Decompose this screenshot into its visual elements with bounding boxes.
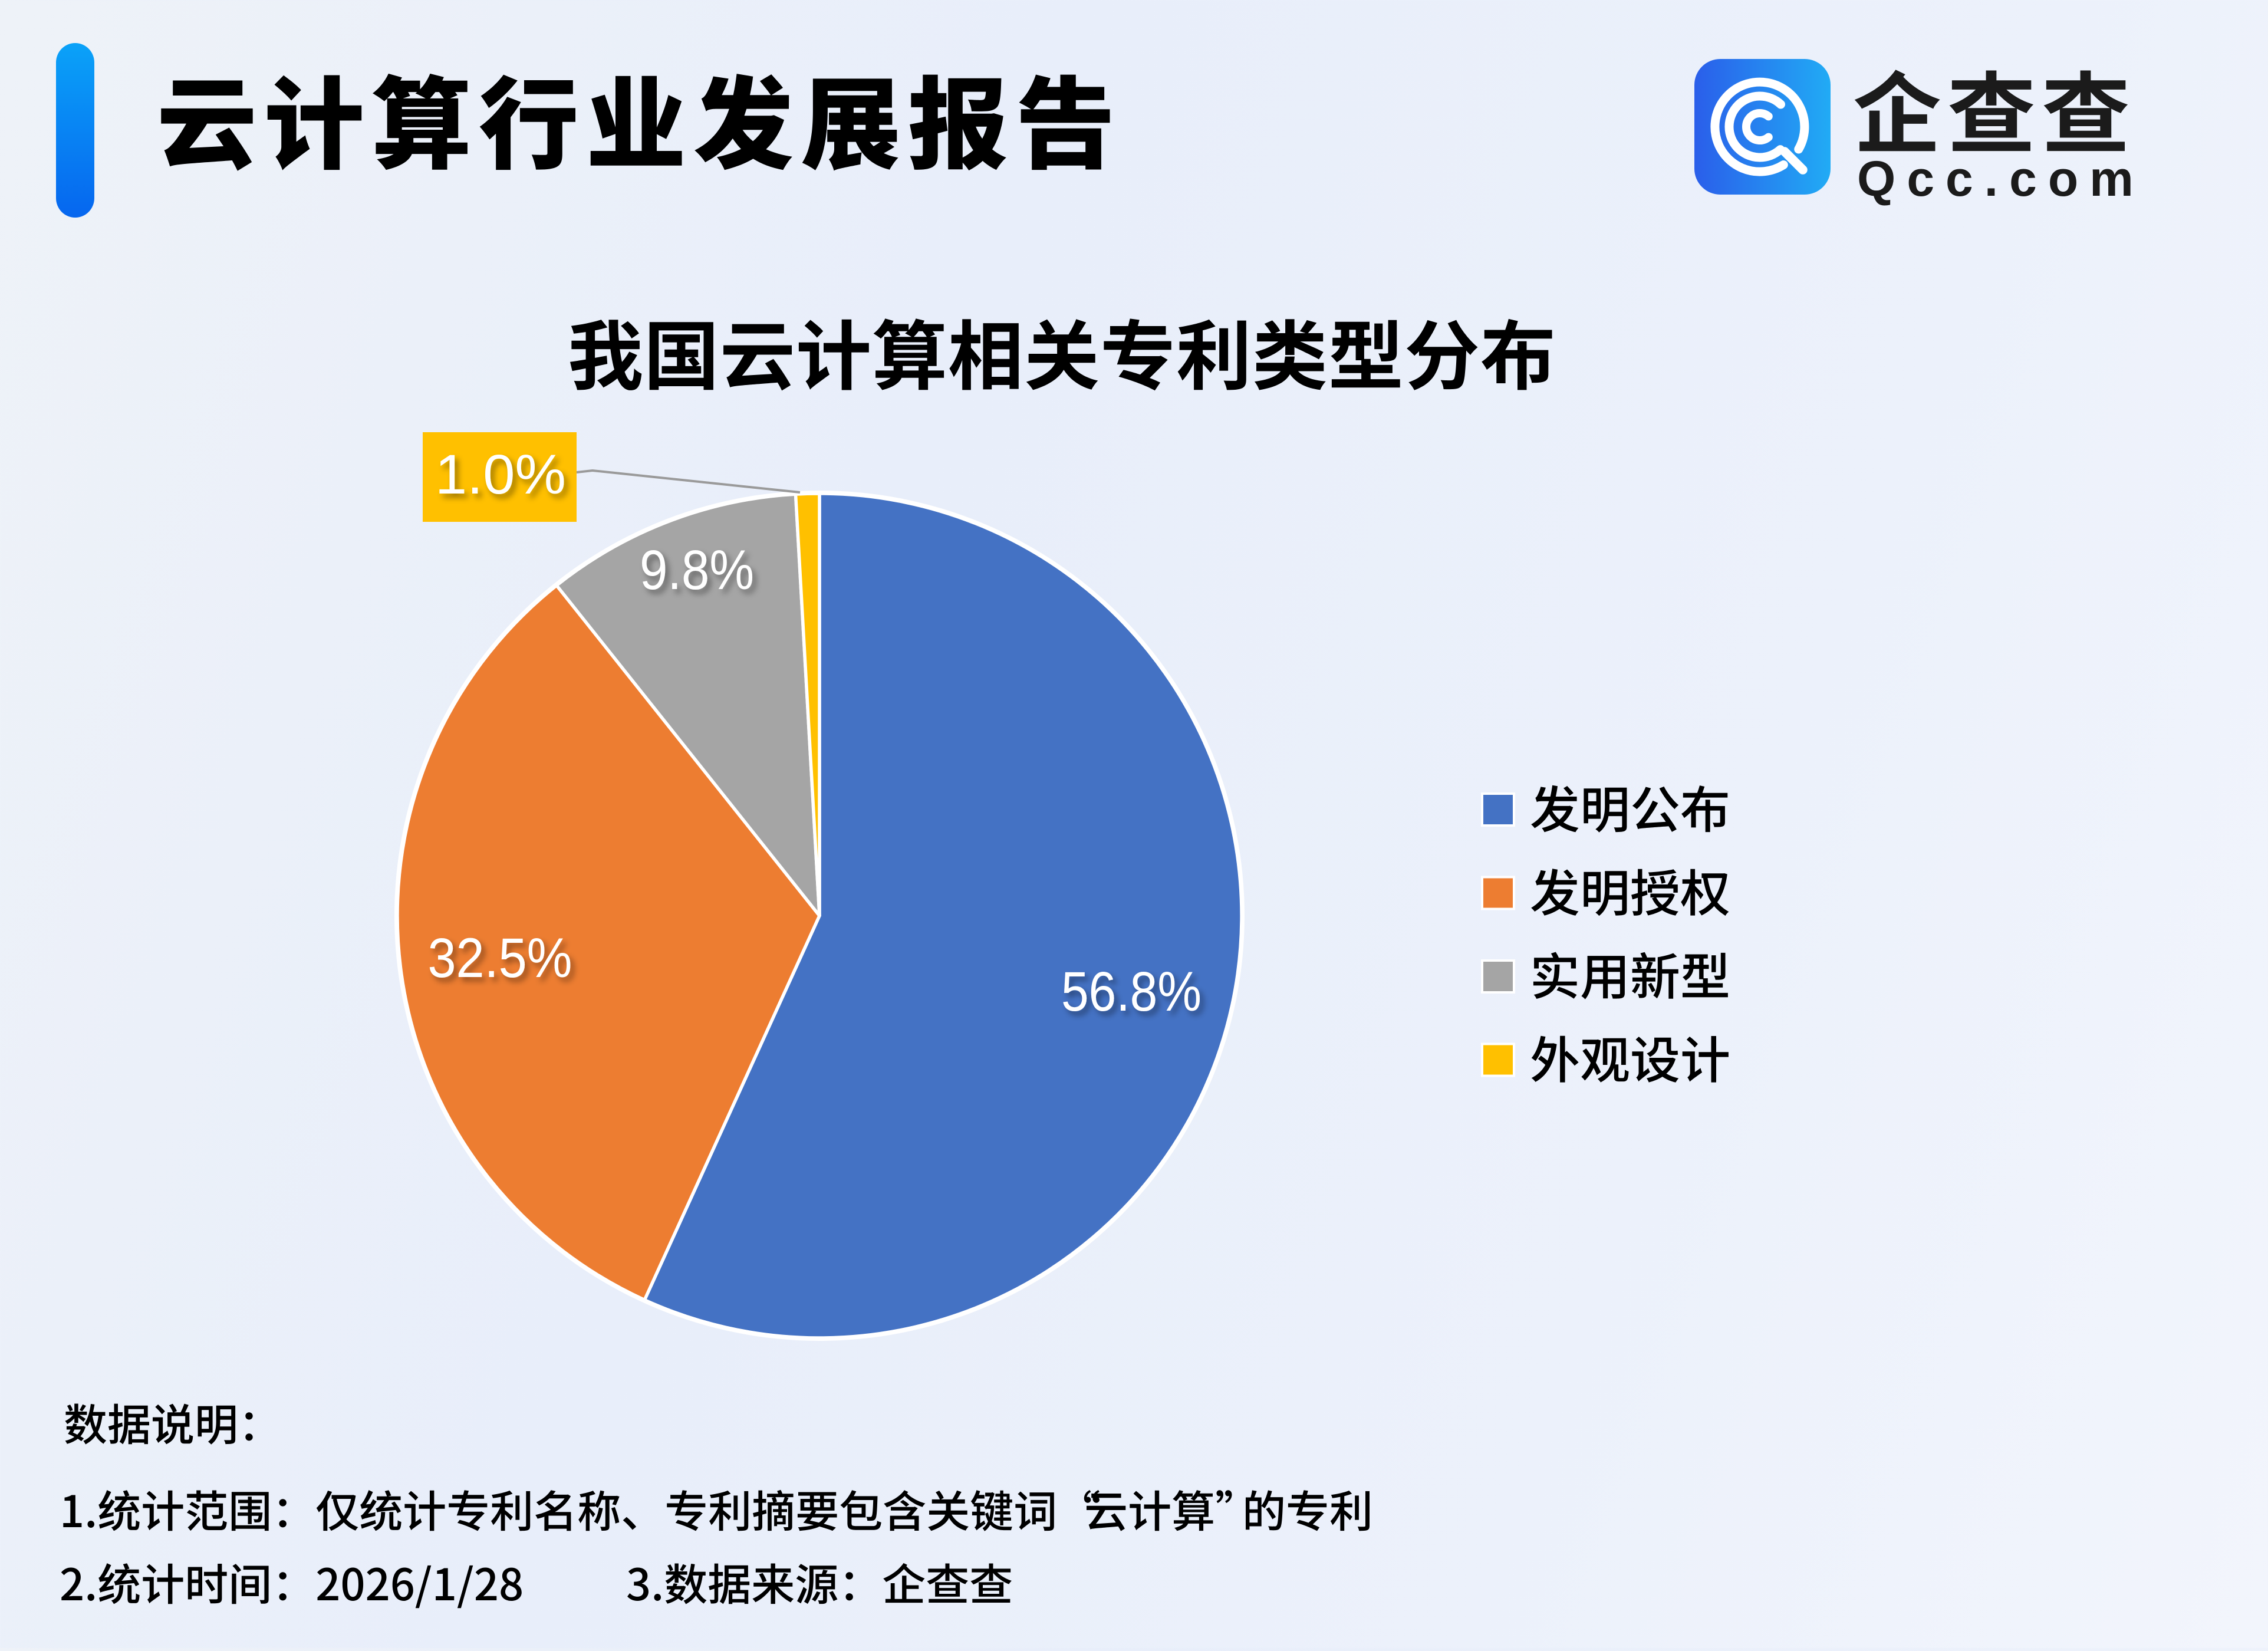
svg-text:9.8%: 9.8% bbox=[640, 539, 754, 601]
svg-text:56.8%: 56.8% bbox=[1061, 961, 1202, 1023]
svg-text:1.0%: 1.0% bbox=[435, 443, 566, 506]
svg-text:Qcc.com: Qcc.com bbox=[1857, 151, 2145, 206]
svg-text:32.5%: 32.5% bbox=[428, 927, 572, 989]
